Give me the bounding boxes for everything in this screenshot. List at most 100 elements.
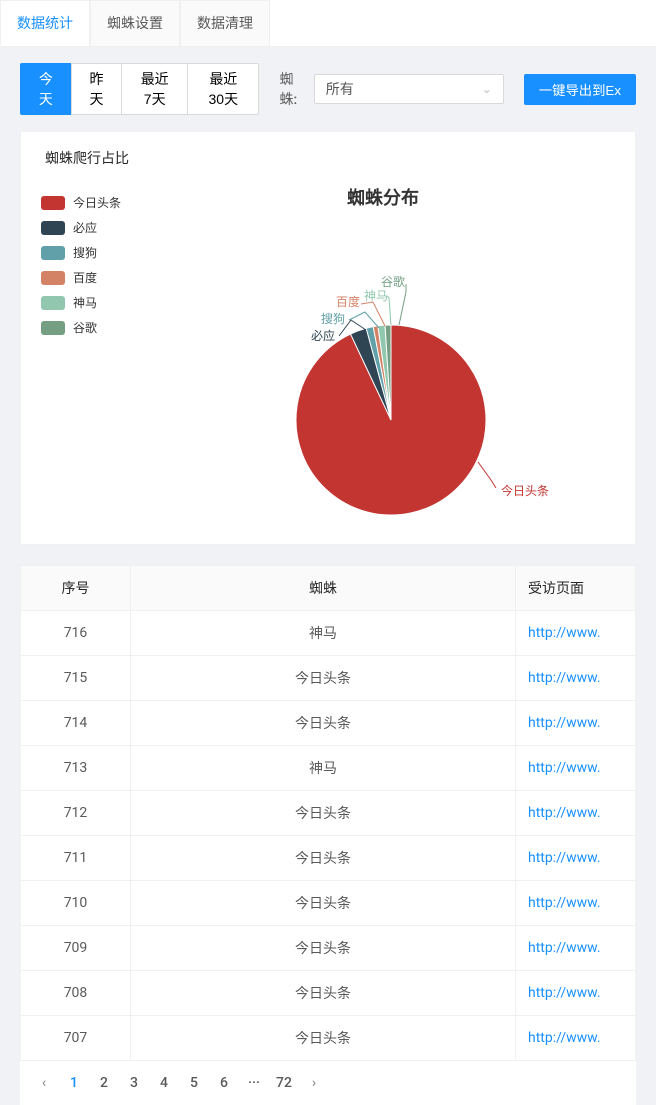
table-row: 713神马http://www. [21,746,636,791]
pagination-page[interactable]: 1 [62,1071,86,1095]
cell-spider: 今日头条 [131,971,516,1016]
column-header: 受访页面 [516,566,636,611]
legend-label: 神马 [73,294,97,311]
legend-swatch [41,196,65,210]
pie-chart: 今日头条必应搜狗百度神马谷歌 [151,220,591,520]
table-row: 716神马http://www. [21,611,636,656]
chart-main: 蜘蛛分布 今日头条必应搜狗百度神马谷歌 [151,184,615,524]
cell-seq: 707 [21,1016,131,1061]
spider-select-value: 所有 [326,79,354,99]
date-range-group: 今天昨天最近7天最近30天 [20,63,259,115]
spider-filter-label: 蜘蛛: [279,69,305,109]
legend-swatch [41,321,65,335]
chart-legend: 今日头条必应搜狗百度神马谷歌 [41,184,151,524]
pagination-ellipsis: ··· [242,1071,266,1095]
legend-label: 谷歌 [73,319,97,336]
legend-item[interactable]: 必应 [41,215,151,240]
legend-swatch [41,221,65,235]
pagination-page[interactable]: 72 [272,1071,296,1095]
legend-item[interactable]: 神马 [41,290,151,315]
card-title: 蜘蛛爬行占比 [21,132,635,184]
cell-spider: 今日头条 [131,791,516,836]
legend-label: 百度 [73,269,97,286]
leader-line [349,312,379,328]
pagination-page[interactable]: 3 [122,1071,146,1095]
main-tabs: 数据统计蜘蛛设置数据清理 [0,0,656,47]
legend-item[interactable]: 百度 [41,265,151,290]
leader-line [361,302,385,326]
cell-spider: 神马 [131,746,516,791]
cell-seq: 710 [21,881,131,926]
cell-url[interactable]: http://www. [516,926,636,971]
leader-line [399,284,406,325]
cell-seq: 714 [21,701,131,746]
cell-spider: 今日头条 [131,701,516,746]
legend-item[interactable]: 今日头条 [41,190,151,215]
toolbar: 今天昨天最近7天最近30天 蜘蛛: 所有 ⌄ 一键导出到Ex [0,47,656,131]
slice-label: 必应 [311,328,335,343]
legend-label: 必应 [73,219,97,236]
export-button[interactable]: 一键导出到Ex [524,74,636,105]
cell-url[interactable]: http://www. [516,611,636,656]
cell-seq: 712 [21,791,131,836]
cell-seq: 709 [21,926,131,971]
pagination-next[interactable]: › [302,1071,326,1095]
cell-url[interactable]: http://www. [516,971,636,1016]
range-昨天[interactable]: 昨天 [71,63,123,115]
tab-数据统计[interactable]: 数据统计 [0,0,90,46]
chart-card: 蜘蛛爬行占比 今日头条必应搜狗百度神马谷歌 蜘蛛分布 今日头条必应搜狗百度神马谷… [20,131,636,545]
chart-title: 蜘蛛分布 [151,184,615,210]
slice-label: 神马 [364,289,388,303]
leader-line [478,462,496,488]
cell-spider: 神马 [131,611,516,656]
range-今天[interactable]: 今天 [20,63,72,115]
table-row: 714今日头条http://www. [21,701,636,746]
legend-swatch [41,296,65,310]
legend-label: 搜狗 [73,244,97,261]
pagination-prev[interactable]: ‹ [32,1071,56,1095]
column-header: 蜘蛛 [131,566,516,611]
pagination-page[interactable]: 6 [212,1071,236,1095]
cell-spider: 今日头条 [131,1016,516,1061]
cell-seq: 715 [21,656,131,701]
slice-label: 百度 [336,294,360,309]
legend-item[interactable]: 搜狗 [41,240,151,265]
pagination: ‹123456···72› [20,1061,636,1105]
table-row: 715今日头条http://www. [21,656,636,701]
spider-select[interactable]: 所有 ⌄ [314,74,504,104]
pagination-page[interactable]: 4 [152,1071,176,1095]
cell-seq: 713 [21,746,131,791]
legend-item[interactable]: 谷歌 [41,315,151,340]
cell-spider: 今日头条 [131,656,516,701]
cell-url[interactable]: http://www. [516,881,636,926]
tab-蜘蛛设置[interactable]: 蜘蛛设置 [90,0,180,46]
cell-seq: 711 [21,836,131,881]
cell-spider: 今日头条 [131,881,516,926]
cell-url[interactable]: http://www. [516,791,636,836]
range-最近7天[interactable]: 最近7天 [121,63,188,115]
legend-label: 今日头条 [73,194,121,211]
cell-url[interactable]: http://www. [516,656,636,701]
column-header: 序号 [21,566,131,611]
range-最近30天[interactable]: 最近30天 [187,63,259,115]
cell-spider: 今日头条 [131,836,516,881]
slice-label: 谷歌 [381,274,405,289]
table-row: 708今日头条http://www. [21,971,636,1016]
chevron-down-icon: ⌄ [482,82,492,96]
pagination-page[interactable]: 2 [92,1071,116,1095]
cell-url[interactable]: http://www. [516,836,636,881]
cell-url[interactable]: http://www. [516,746,636,791]
table-row: 707今日头条http://www. [21,1016,636,1061]
table-row: 709今日头条http://www. [21,926,636,971]
pagination-page[interactable]: 5 [182,1071,206,1095]
cell-url[interactable]: http://www. [516,1016,636,1061]
legend-swatch [41,271,65,285]
table-row: 710今日头条http://www. [21,881,636,926]
data-table: 序号蜘蛛受访页面 716神马http://www.715今日头条http://w… [20,565,636,1061]
cell-seq: 716 [21,611,131,656]
table-row: 712今日头条http://www. [21,791,636,836]
cell-url[interactable]: http://www. [516,701,636,746]
slice-label: 搜狗 [321,311,345,326]
table-row: 711今日头条http://www. [21,836,636,881]
tab-数据清理[interactable]: 数据清理 [180,0,270,46]
